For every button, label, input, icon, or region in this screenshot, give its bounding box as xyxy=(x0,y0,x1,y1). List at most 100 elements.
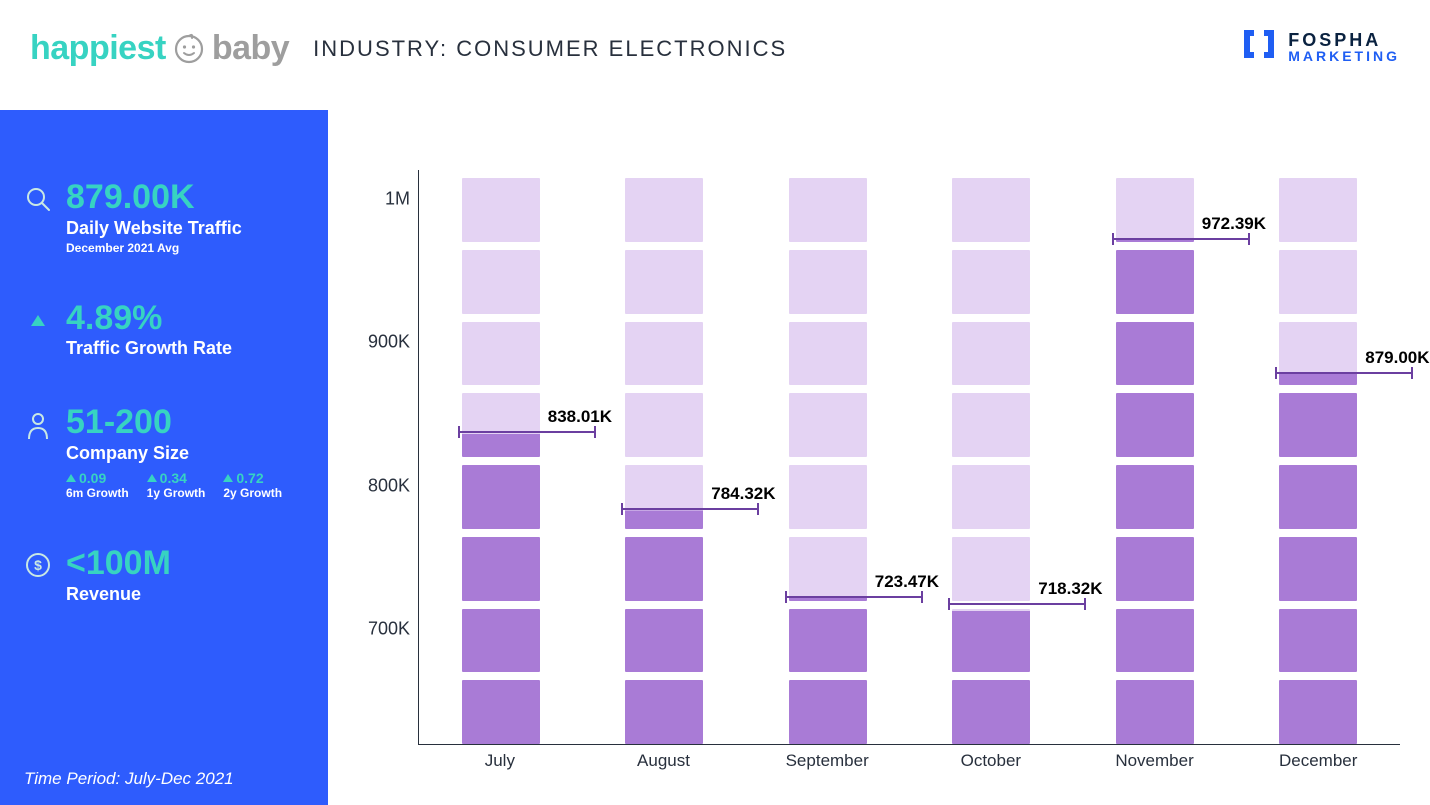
brand-logo: happiest baby xyxy=(30,26,289,71)
bar-segment xyxy=(789,680,867,744)
header: happiest baby INDUSTRY: CONSUMER ELECTRO… xyxy=(0,0,1430,110)
svg-text:$: $ xyxy=(34,557,42,573)
stat-revenue: $ <100M Revenue xyxy=(24,546,304,605)
bar-segment xyxy=(625,537,703,601)
industry-label: INDUSTRY: CONSUMER ELECTRONICS xyxy=(313,36,787,62)
page: happiest baby INDUSTRY: CONSUMER ELECTRO… xyxy=(0,0,1430,805)
bar-column xyxy=(625,170,703,744)
value-bracket-cap-icon xyxy=(594,426,596,438)
bar-segment xyxy=(1279,465,1357,529)
value-bracket-icon xyxy=(1112,238,1250,240)
y-tick: 700K xyxy=(368,619,410,640)
search-icon xyxy=(24,186,52,218)
stat-traffic-value: 879.00K xyxy=(66,180,242,216)
bar-segment xyxy=(1279,322,1357,386)
stat-traffic-label: Daily Website Traffic xyxy=(66,218,242,239)
stat-traffic: 879.00K Daily Website Traffic December 2… xyxy=(24,180,304,255)
bar-column xyxy=(462,170,540,744)
bar-segment xyxy=(1279,680,1357,744)
bar-segment xyxy=(462,537,540,601)
stat-growth-value: 4.89% xyxy=(66,301,232,337)
bar-column xyxy=(1279,170,1357,744)
bar-segment xyxy=(1116,680,1194,744)
value-bracket-icon xyxy=(458,431,596,433)
bar-segment xyxy=(952,178,1030,242)
x-axis-label: July xyxy=(418,751,582,781)
bar-segment xyxy=(462,322,540,386)
bar-segment xyxy=(625,250,703,314)
bar-segment xyxy=(462,609,540,673)
value-bracket-cap-icon xyxy=(1248,233,1250,245)
growth-6m-value: 0.09 xyxy=(79,470,106,486)
bar-segment xyxy=(1116,609,1194,673)
bar-column xyxy=(1116,170,1194,744)
growth-6m: 0.09 6m Growth xyxy=(66,470,129,500)
value-bracket-icon xyxy=(621,508,759,510)
y-tick: 900K xyxy=(368,332,410,353)
bar-segment xyxy=(1279,537,1357,601)
growth-2y-label: 2y Growth xyxy=(223,486,282,500)
stat-growth-label: Traffic Growth Rate xyxy=(66,338,232,359)
y-tick: 800K xyxy=(368,475,410,496)
value-bracket-cap-icon xyxy=(785,591,787,603)
value-bracket-cap-icon xyxy=(621,503,623,515)
value-bracket-cap-icon xyxy=(921,591,923,603)
bar-segment xyxy=(1116,465,1194,529)
bar-segment xyxy=(789,322,867,386)
value-bracket-icon xyxy=(785,596,923,598)
stat-revenue-label: Revenue xyxy=(66,584,171,605)
value-bracket-cap-icon xyxy=(1112,233,1114,245)
growth-2y-value: 0.72 xyxy=(236,470,263,486)
bar-column xyxy=(789,170,867,744)
x-axis-labels: JulyAugustSeptemberOctoberNovemberDecemb… xyxy=(418,751,1400,781)
value-bracket-cap-icon xyxy=(757,503,759,515)
bar-segment xyxy=(1116,393,1194,457)
bar-segment xyxy=(625,322,703,386)
bar-segment xyxy=(952,465,1030,529)
bar-value-label: 879.00K xyxy=(1365,348,1429,368)
bar-segment xyxy=(1116,322,1194,386)
stat-traffic-sub: December 2021 Avg xyxy=(66,241,242,255)
bar-value-label: 784.32K xyxy=(711,484,775,504)
bar-segment xyxy=(625,178,703,242)
bar-value-label: 723.47K xyxy=(875,572,939,592)
person-icon xyxy=(24,411,52,443)
value-bracket-cap-icon xyxy=(458,426,460,438)
fospha-subtitle: MARKETING xyxy=(1288,49,1400,63)
bar-segment xyxy=(952,393,1030,457)
stat-growth: 4.89% Traffic Growth Rate xyxy=(24,301,304,360)
bar-segment xyxy=(789,537,867,601)
plot: 838.01K784.32K723.47K718.32K972.39K879.0… xyxy=(418,170,1400,745)
bar-segment xyxy=(1279,178,1357,242)
value-bracket-icon xyxy=(1275,372,1413,374)
stat-company-value: 51-200 xyxy=(66,405,282,441)
bar-segment xyxy=(462,680,540,744)
bar-segment xyxy=(789,393,867,457)
growth-6m-label: 6m Growth xyxy=(66,486,129,500)
growth-mini-row: 0.09 6m Growth 0.34 1y Growth 0.72 2y Gr… xyxy=(66,470,282,500)
value-bracket-icon xyxy=(948,603,1086,605)
value-bracket-cap-icon xyxy=(1084,598,1086,610)
triangle-up-icon xyxy=(24,315,52,347)
bar-segment xyxy=(625,680,703,744)
bar-segment xyxy=(952,322,1030,386)
value-bracket-cap-icon xyxy=(1411,367,1413,379)
time-period: Time Period: July-Dec 2021 xyxy=(24,769,234,789)
sidebar: 879.00K Daily Website Traffic December 2… xyxy=(0,110,328,805)
bar-segment xyxy=(952,537,1030,601)
x-axis-label: December xyxy=(1236,751,1400,781)
bar-value-label: 838.01K xyxy=(548,407,612,427)
chart-inner: 700K800K900K1M 838.01K784.32K723.47K718.… xyxy=(358,170,1400,745)
y-tick: 1M xyxy=(385,188,410,209)
bar-segment xyxy=(789,465,867,529)
growth-1y-label: 1y Growth xyxy=(147,486,206,500)
x-axis-label: September xyxy=(745,751,909,781)
bar-segment xyxy=(462,250,540,314)
bar-segment xyxy=(625,609,703,673)
growth-1y-value: 0.34 xyxy=(160,470,187,486)
value-bracket-cap-icon xyxy=(948,598,950,610)
growth-1y: 0.34 1y Growth xyxy=(147,470,206,500)
bar-segment xyxy=(625,465,703,529)
bar-segment xyxy=(462,465,540,529)
bar-segment xyxy=(952,250,1030,314)
